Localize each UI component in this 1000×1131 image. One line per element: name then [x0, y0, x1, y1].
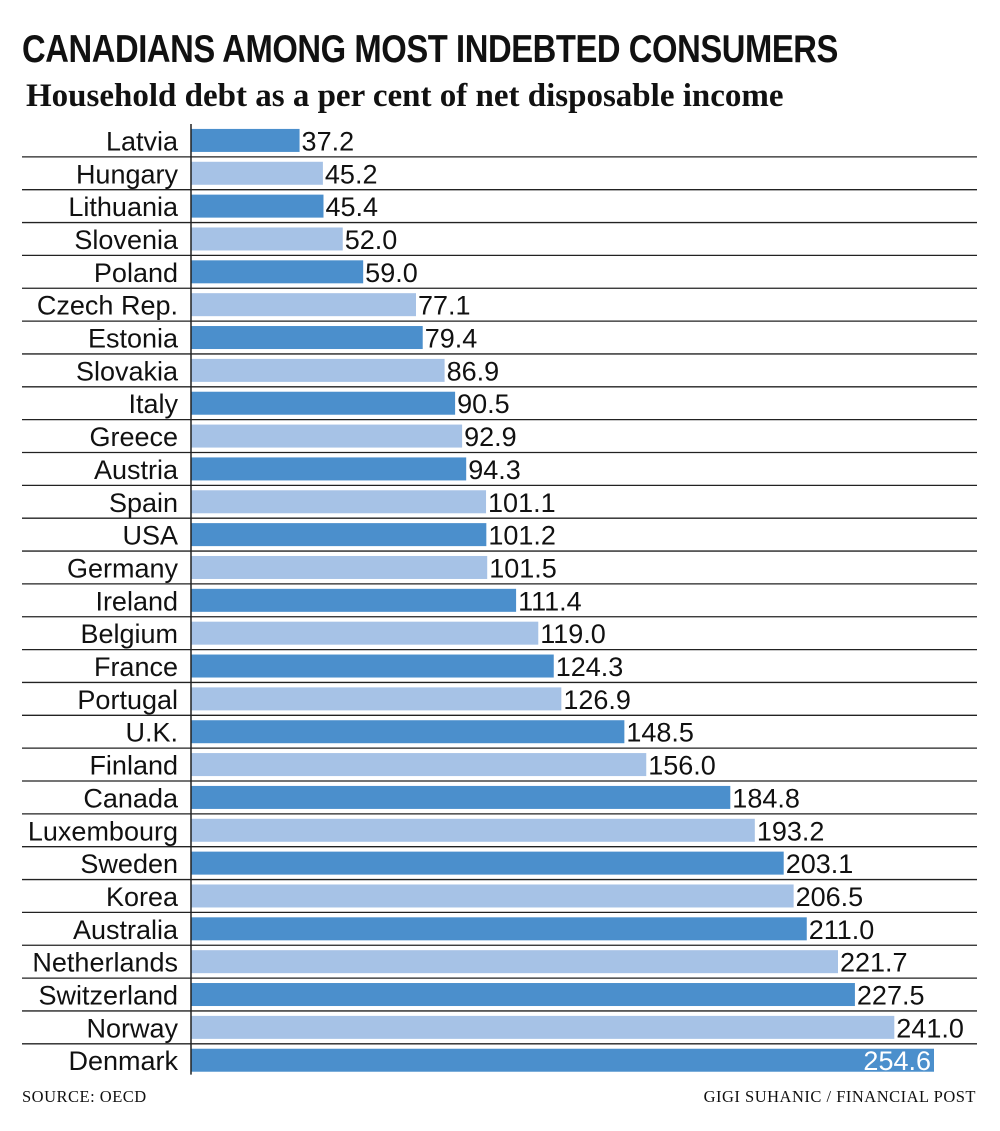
credit-note: GIGI SUHANIC / FINANCIAL POST [703, 1087, 976, 1106]
category-label: Australia [73, 915, 179, 945]
chart-title: CANADIANS AMONG MOST INDEBTED CONSUMERS [22, 28, 838, 71]
category-label: France [94, 652, 178, 682]
bar [191, 523, 487, 547]
category-label: Italy [128, 389, 178, 419]
category-label: Ireland [95, 586, 178, 616]
value-label: 86.9 [447, 356, 500, 386]
bar [191, 391, 456, 415]
category-label: Portugal [77, 685, 178, 715]
value-label: 59.0 [365, 258, 418, 288]
value-label: 193.2 [757, 816, 825, 846]
category-label: Latvia [106, 126, 179, 156]
value-label: 211.0 [809, 915, 875, 945]
bar [191, 260, 364, 284]
category-label: Slovakia [76, 356, 179, 386]
bar [191, 457, 467, 481]
bar [191, 227, 343, 251]
value-label: 52.0 [345, 225, 398, 255]
bar [191, 326, 423, 350]
category-label: Spain [109, 488, 178, 518]
bar [191, 785, 731, 809]
bar [191, 161, 323, 185]
bar [191, 720, 625, 744]
value-label: 45.2 [325, 159, 378, 189]
value-label: 37.2 [302, 126, 355, 156]
category-label: Netherlands [32, 948, 178, 978]
category-label: Sweden [80, 849, 178, 879]
category-label: USA [122, 521, 178, 551]
category-label: Austria [94, 455, 179, 485]
bar [191, 753, 647, 777]
bar [191, 851, 784, 875]
source-note: SOURCE: OECD [22, 1087, 147, 1106]
value-label: 101.2 [488, 521, 556, 551]
bar [191, 293, 417, 317]
category-label: Slovenia [74, 225, 179, 255]
value-label: 126.9 [563, 685, 631, 715]
category-label: Switzerland [38, 981, 178, 1011]
bar [191, 1015, 895, 1039]
value-label: 90.5 [457, 389, 510, 419]
value-label: 206.5 [796, 882, 864, 912]
value-label: 101.1 [488, 488, 556, 518]
category-label: Czech Rep. [37, 291, 178, 321]
value-label: 79.4 [425, 324, 478, 354]
category-label: Belgium [80, 619, 178, 649]
bar [191, 884, 794, 908]
bar [191, 555, 488, 579]
category-label: Denmark [68, 1046, 178, 1076]
value-label: 92.9 [464, 422, 517, 452]
category-label: Luxembourg [28, 816, 178, 846]
bar [191, 424, 463, 448]
category-label: Estonia [88, 324, 179, 354]
category-label: Hungary [76, 159, 179, 189]
value-label: 156.0 [648, 751, 716, 781]
value-label: 111.4 [518, 586, 582, 616]
category-label: Lithuania [68, 192, 179, 222]
value-label: 148.5 [626, 718, 694, 748]
bar [191, 588, 517, 612]
bar [191, 654, 554, 678]
category-label: U.K. [125, 718, 178, 748]
bar [191, 983, 855, 1007]
value-label: 101.5 [489, 553, 557, 583]
bar [191, 490, 487, 514]
value-label: 45.4 [325, 192, 378, 222]
category-label: Norway [86, 1013, 178, 1043]
category-label: Korea [106, 882, 179, 912]
bar [191, 194, 324, 218]
bar [191, 917, 807, 941]
chart-subtitle: Household debt as a per cent of net disp… [26, 78, 784, 114]
value-label: 203.1 [786, 849, 854, 879]
category-label: Finland [89, 751, 178, 781]
value-label: 254.6 [863, 1046, 931, 1076]
bar [191, 950, 838, 974]
value-label: 184.8 [732, 783, 800, 813]
bar [191, 687, 562, 711]
bar [191, 358, 445, 382]
value-label: 124.3 [556, 652, 624, 682]
value-label: 227.5 [857, 981, 925, 1011]
value-label: 119.0 [540, 619, 606, 649]
bar [191, 818, 755, 842]
category-label: Germany [67, 553, 179, 583]
bar [191, 1048, 934, 1072]
category-label: Canada [83, 783, 179, 813]
value-label: 94.3 [468, 455, 521, 485]
category-label: Greece [89, 422, 178, 452]
value-label: 77.1 [418, 291, 471, 321]
bar [191, 621, 539, 645]
value-label: 221.7 [840, 948, 908, 978]
bar [191, 128, 300, 152]
value-label: 241.0 [896, 1013, 964, 1043]
category-label: Poland [94, 258, 178, 288]
